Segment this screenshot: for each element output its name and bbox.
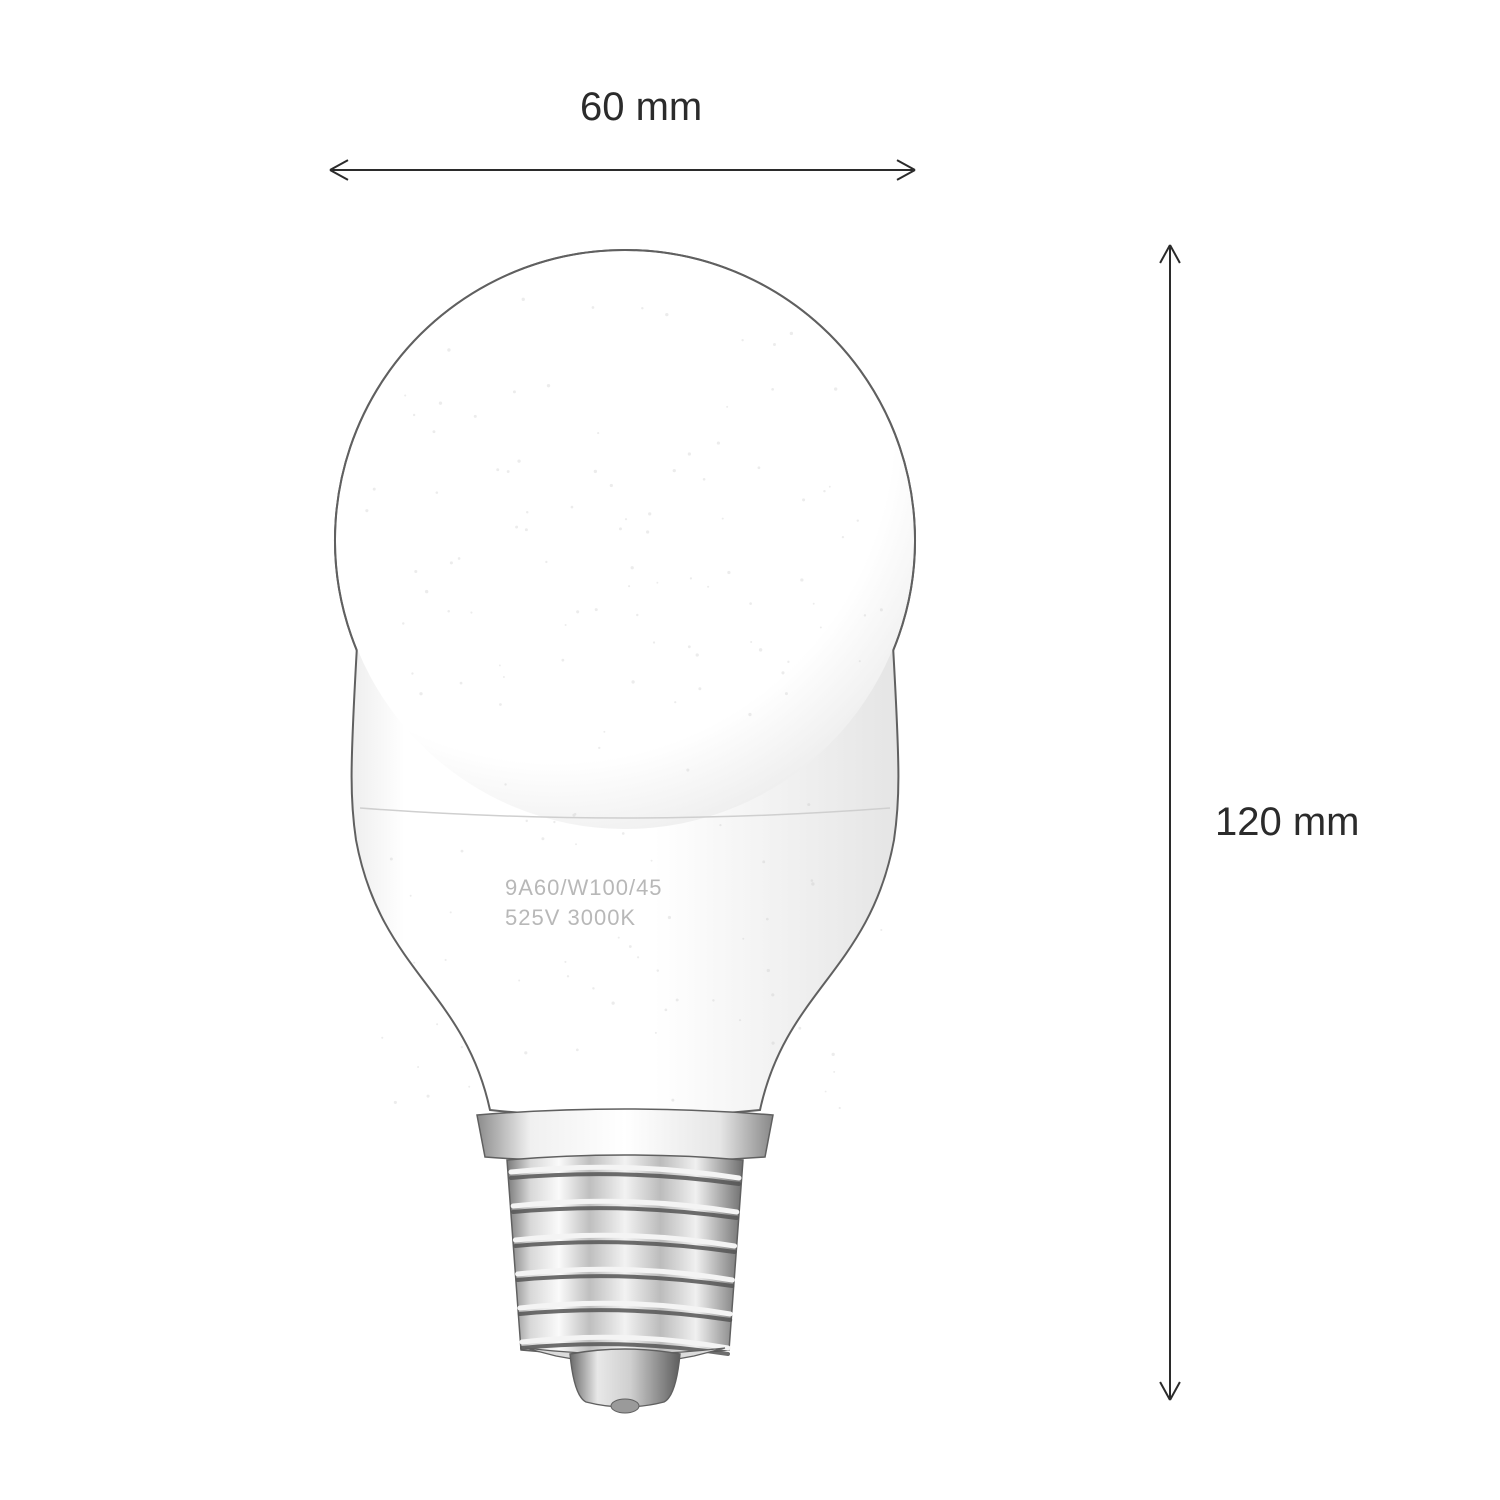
diagram-canvas: 60 mm 120 mm	[0, 0, 1500, 1500]
bulb-dimension-drawing: 9A60/W100/45 525V 3000K	[0, 0, 1500, 1500]
svg-text:525V 3000K: 525V 3000K	[505, 905, 636, 930]
svg-text:9A60/W100/45: 9A60/W100/45	[505, 875, 663, 900]
width-dimension-label: 60 mm	[580, 85, 702, 130]
lightbulb-illustration: 9A60/W100/45 525V 3000K	[335, 250, 915, 1413]
height-dimension-label: 120 mm	[1215, 800, 1360, 845]
